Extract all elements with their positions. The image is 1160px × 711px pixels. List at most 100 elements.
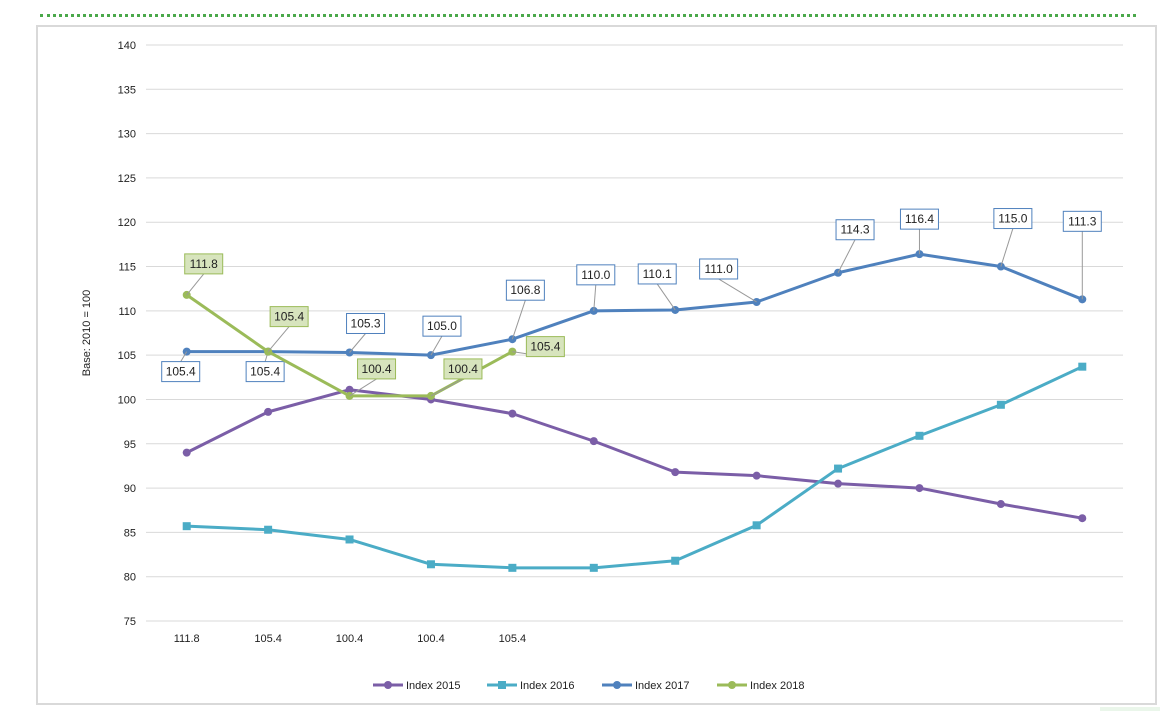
y-tick-label: 75	[124, 616, 136, 628]
data-point	[915, 484, 924, 493]
data-label-box	[357, 358, 397, 380]
data-point	[752, 521, 761, 530]
x-tick-label: 111.8	[174, 633, 200, 645]
y-axis-label: Base: 2010 = 100	[81, 290, 93, 377]
label-leader	[186, 273, 205, 296]
data-label-box	[899, 208, 939, 230]
legend-marker	[728, 681, 736, 689]
y-tick-label: 105	[118, 350, 136, 362]
y-tick-label: 115	[118, 262, 136, 274]
data-point	[508, 563, 517, 572]
data-point	[996, 400, 1005, 409]
y-tick-label: 95	[124, 439, 136, 451]
data-point	[1078, 362, 1087, 371]
label-leader	[430, 335, 443, 356]
data-label-box	[699, 258, 739, 280]
data-point	[671, 468, 680, 477]
data-label-box	[993, 208, 1033, 230]
label-leader	[593, 284, 597, 311]
data-point	[508, 335, 517, 344]
data-label: 111.3	[1068, 214, 1097, 228]
x-tick-label: 105.4	[499, 633, 527, 645]
data-label: 100.4	[448, 362, 478, 376]
y-tick-label: 110	[118, 306, 136, 318]
dotted-separator	[40, 14, 1136, 17]
data-point	[915, 431, 924, 440]
legend-label: Index 2016	[520, 680, 574, 692]
data-label-box	[245, 361, 285, 383]
data-point	[915, 250, 924, 259]
label-leader	[180, 351, 188, 362]
data-label: 100.4	[362, 362, 392, 376]
data-point	[589, 563, 598, 572]
label-leader	[511, 300, 526, 340]
data-point	[182, 522, 191, 531]
data-label: 110.1	[643, 267, 672, 281]
data-label-box	[161, 361, 201, 383]
data-label: 105.4	[250, 365, 280, 379]
label-leader	[718, 278, 757, 303]
corner-tint	[1100, 707, 1160, 711]
series-line	[185, 293, 514, 398]
label-leader	[349, 378, 377, 397]
data-point	[182, 448, 191, 457]
data-label: 105.0	[427, 319, 457, 333]
data-label: 111.0	[705, 262, 734, 276]
data-label: 105.3	[351, 316, 381, 330]
data-label-box	[346, 312, 386, 334]
label-leader	[837, 239, 856, 273]
data-point	[264, 407, 273, 416]
x-tick-label: 100.4	[336, 633, 364, 645]
y-tick-label: 120	[118, 217, 136, 229]
label-leader	[267, 326, 290, 352]
y-tick-label: 80	[124, 572, 136, 584]
y-tick-label: 100	[118, 394, 136, 406]
series-line	[186, 388, 1083, 520]
y-tick-label: 135	[118, 84, 136, 96]
label-leader	[349, 333, 366, 353]
data-label-box	[525, 336, 565, 358]
label-leader	[1000, 228, 1014, 267]
legend-label: Index 2017	[635, 680, 689, 692]
data-label-box	[443, 358, 483, 380]
data-point	[345, 535, 354, 544]
chart-frame	[36, 25, 1157, 705]
data-point	[508, 409, 517, 418]
data-point	[345, 385, 354, 394]
legend-label: Index 2015	[406, 680, 460, 692]
data-label: 114.3	[840, 223, 869, 237]
data-point	[834, 464, 843, 473]
label-leader	[656, 283, 676, 311]
data-point	[834, 479, 843, 488]
data-label: 115.0	[998, 212, 1027, 226]
label-leader	[430, 378, 464, 397]
data-point	[671, 556, 680, 565]
data-point	[426, 560, 435, 569]
data-label: 111.8	[190, 257, 219, 271]
legend-marker	[613, 681, 621, 689]
data-label-box	[835, 219, 875, 241]
data-label-box	[422, 315, 462, 337]
data-label-box	[1062, 210, 1102, 232]
data-point	[996, 500, 1005, 509]
data-label: 105.4	[166, 365, 196, 379]
data-label-box	[269, 306, 309, 328]
x-tick-label: 105.4	[254, 633, 282, 645]
x-tick-label: 100.4	[417, 633, 445, 645]
y-tick-label: 125	[118, 173, 136, 185]
series-line	[186, 252, 1083, 357]
legend-marker	[498, 681, 506, 689]
data-label-box	[184, 253, 224, 275]
y-tick-label: 140	[118, 40, 136, 52]
data-point	[264, 525, 273, 534]
data-point	[589, 437, 598, 446]
data-label: 116.4	[905, 212, 934, 226]
data-label-box	[637, 263, 677, 285]
data-label: 105.4	[274, 310, 304, 324]
data-point	[1078, 514, 1087, 523]
y-tick-label: 85	[124, 527, 136, 539]
data-label: 105.4	[530, 340, 560, 354]
data-point	[752, 471, 761, 480]
series-line	[186, 365, 1083, 570]
